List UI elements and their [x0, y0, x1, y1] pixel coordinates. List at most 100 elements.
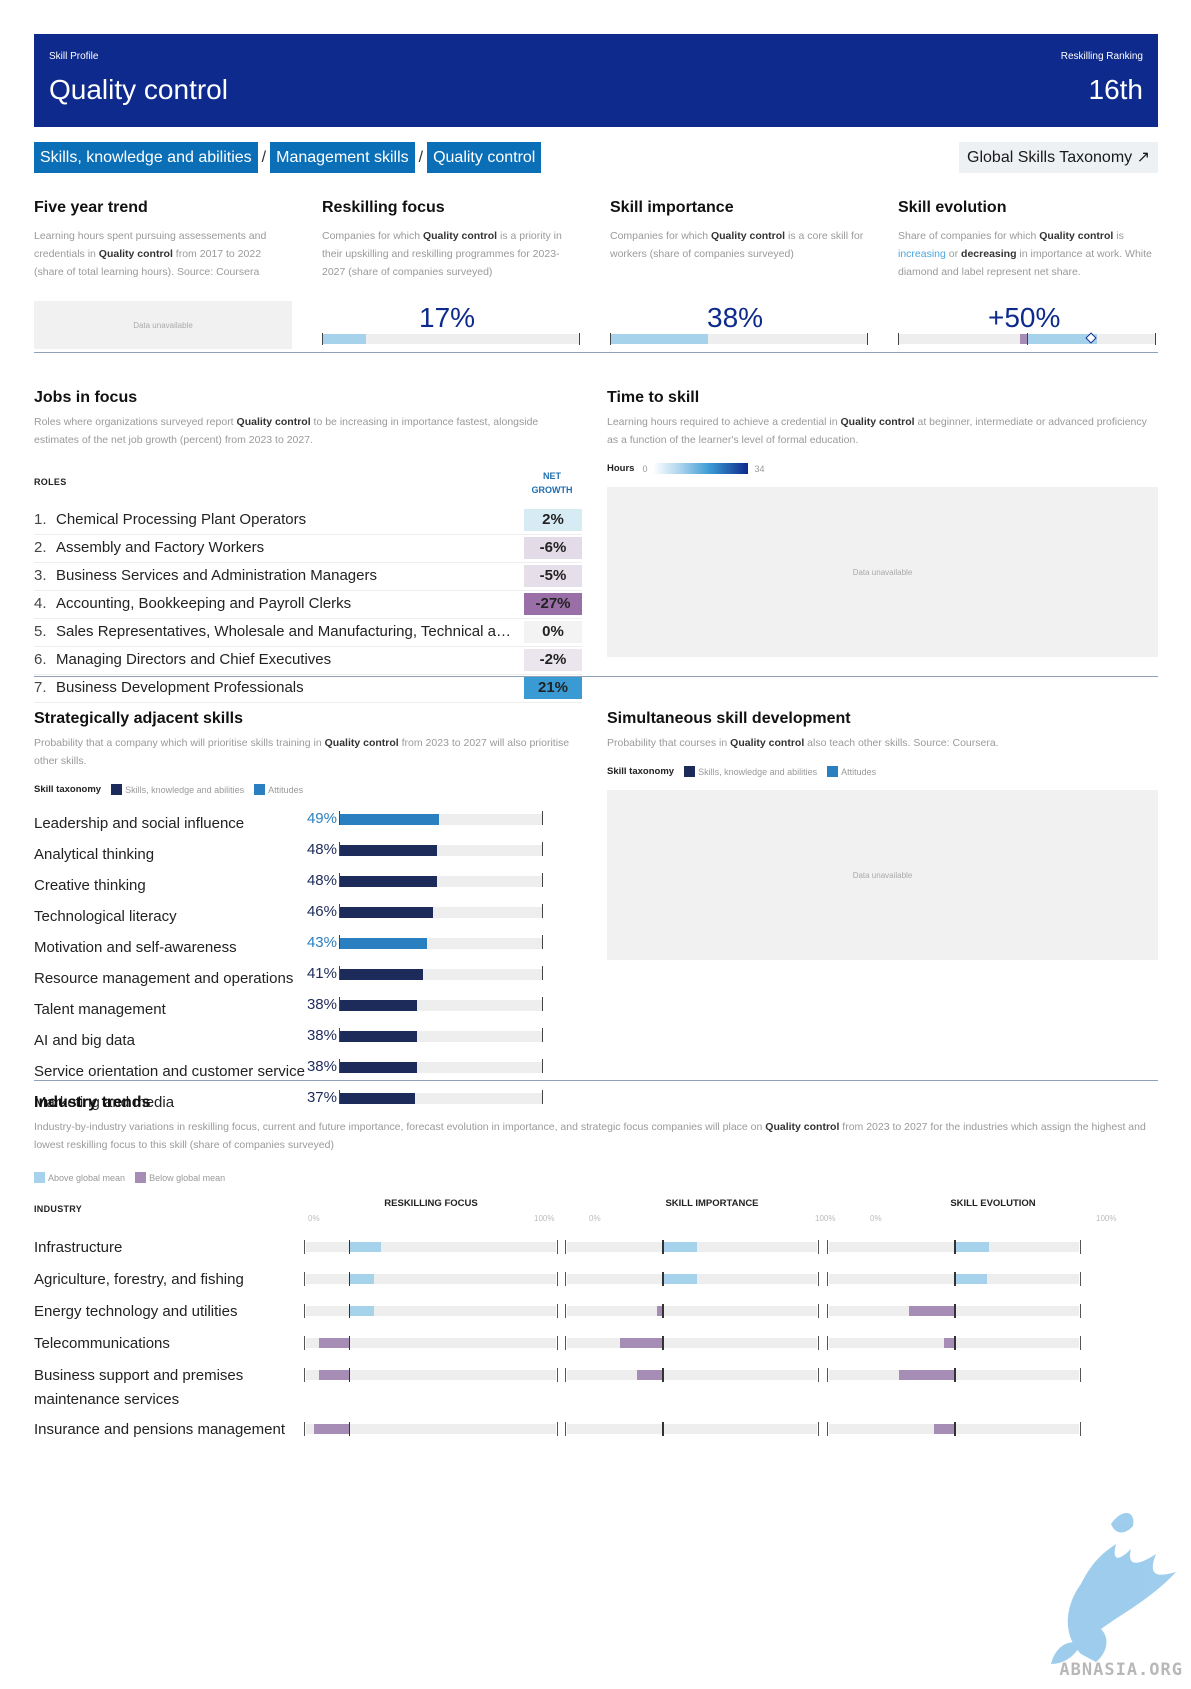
- table-row: 4. Accounting, Bookkeeping and Payroll Cl…: [34, 591, 582, 619]
- role-name: Accounting, Bookkeeping and Payroll Cler…: [56, 595, 352, 612]
- global-mean-marker: [662, 1422, 664, 1436]
- below-mean-segment: [657, 1306, 662, 1316]
- bar-end-tick: [557, 1304, 558, 1318]
- industry-label: Telecommunications: [34, 1335, 170, 1352]
- industry-metric-bar: [827, 1336, 1081, 1350]
- bar-start-tick: [339, 935, 340, 949]
- list-item: Marketing and media 37%: [34, 1087, 582, 1118]
- section-title: Skill importance: [610, 199, 734, 216]
- scale-max: 100%: [815, 1214, 836, 1223]
- breadcrumb-separator: /: [418, 148, 424, 166]
- skill-taxonomy-legend: Skill taxonomy Skills, knowledge and abi…: [34, 784, 304, 795]
- role-name: Assembly and Factory Workers: [56, 539, 265, 556]
- section-title: Time to skill: [607, 389, 700, 406]
- table-row: 7. Business Development Professionals 21%: [34, 675, 582, 703]
- breadcrumb-separator: /: [261, 148, 267, 166]
- jobs-in-focus-section: Jobs in focus Roles where organizations …: [34, 389, 582, 703]
- bar-start-tick: [339, 873, 340, 887]
- industry-metric-bar: [565, 1240, 819, 1254]
- list-item: Analytical thinking 48%: [34, 839, 582, 870]
- griffin-logo-icon: [1051, 1512, 1176, 1664]
- section-title: Simultaneous skill development: [607, 710, 851, 727]
- below-mean-segment: [313, 1424, 349, 1434]
- bar-start-tick: [304, 1240, 305, 1254]
- table-row: 5. Sales Representatives, Wholesale and M…: [34, 619, 582, 647]
- below-mean-segment: [909, 1306, 954, 1316]
- bar-end-tick: [579, 333, 580, 345]
- legend-swatch-ska: [111, 784, 123, 795]
- skill-bar: [340, 814, 440, 825]
- skill-bar: [340, 1000, 418, 1011]
- breadcrumb-item-quality-control[interactable]: Quality control: [427, 142, 542, 173]
- industry-metric-bar: [304, 1422, 558, 1436]
- skill-importance-bar: [610, 333, 868, 345]
- skill-bar-track: [340, 845, 543, 856]
- skill-label: Resource management and operations: [34, 970, 294, 987]
- bar-start-tick: [827, 1304, 828, 1318]
- global-mean-marker: [954, 1422, 956, 1436]
- bar-start-tick: [304, 1368, 305, 1382]
- watermark-text: ABNASIA.ORG: [1059, 1660, 1183, 1680]
- below-mean-segment: [934, 1424, 954, 1434]
- below-mean-segment: [899, 1370, 954, 1380]
- industry-metric-bar: [304, 1304, 558, 1318]
- breadcrumb-item-ska[interactable]: Skills, knowledge and abilities: [34, 142, 258, 173]
- global-mean-marker: [662, 1368, 664, 1382]
- bar-end-tick: [557, 1368, 558, 1382]
- page-title: Quality control: [49, 74, 228, 105]
- industry-metric-bar: [565, 1272, 819, 1286]
- bar-end-tick: [542, 935, 543, 949]
- bar-end-tick: [542, 904, 543, 918]
- global-mean-marker: [348, 1304, 350, 1318]
- net-growth-value: 2%: [524, 509, 582, 531]
- profile-header: Skill Profile Quality control Reskilling…: [34, 34, 1158, 127]
- bar-start-tick: [339, 1028, 340, 1042]
- bar-end-tick: [542, 997, 543, 1011]
- skill-evolution-bar: [898, 332, 1156, 345]
- five-year-trend-section: Five year trend Learning hours spent pur…: [34, 199, 292, 281]
- global-mean-marker: [348, 1422, 350, 1436]
- bar-end-tick: [818, 1368, 819, 1382]
- skill-bar-track: [340, 876, 543, 887]
- list-item: Creative thinking 48%: [34, 870, 582, 901]
- net-growth-value: -5%: [524, 565, 582, 587]
- legend-swatch-attitudes: [254, 784, 266, 795]
- five-year-trend-placeholder: Data unavailable: [34, 301, 292, 349]
- skill-percentage: 41%: [306, 965, 337, 982]
- section-title: Jobs in focus: [34, 389, 138, 406]
- industry-metric-bar: [304, 1368, 558, 1382]
- global-mean-marker: [662, 1272, 664, 1286]
- skill-percentage: 46%: [306, 903, 337, 920]
- above-mean-segment: [348, 1242, 381, 1252]
- industry-metric-bar: [304, 1272, 558, 1286]
- column-header-importance: SKILL IMPORTANCE: [665, 1198, 759, 1209]
- skill-profile-page: Skill Profile Quality control Reskilling…: [34, 34, 1158, 1438]
- increasing-segment: [1027, 334, 1097, 344]
- bar-end-tick: [542, 1028, 543, 1042]
- global-mean-marker: [662, 1336, 664, 1350]
- global-mean-marker: [662, 1240, 664, 1254]
- global-mean-marker: [954, 1336, 956, 1350]
- skill-bar-track: [340, 1000, 543, 1011]
- section-description: Industry-by-industry variations in reski…: [34, 1121, 1146, 1151]
- below-mean-segment: [318, 1338, 349, 1348]
- bar-end-tick: [818, 1240, 819, 1254]
- bar-end-tick: [1080, 1272, 1081, 1286]
- bar-end-tick: [557, 1272, 558, 1286]
- hours-scale-legend: Hours 0 34: [607, 463, 765, 474]
- bar-start-tick: [827, 1240, 828, 1254]
- global-mean-marker: [954, 1272, 956, 1286]
- industry-trends-section: Industry trends Industry-by-industry var…: [34, 1094, 1158, 1438]
- bar-start-tick: [565, 1336, 566, 1350]
- table-row: 3. Business Services and Administration M…: [34, 563, 582, 591]
- industry-metric-bar: [565, 1368, 819, 1382]
- bar-start-tick: [898, 333, 899, 345]
- net-growth-value: -6%: [524, 537, 582, 559]
- bar-start-tick: [827, 1336, 828, 1350]
- net-growth-value: 0%: [524, 621, 582, 643]
- net-growth-column-header: NET GROWTH: [531, 471, 573, 495]
- industry-metric-bar: [304, 1240, 558, 1254]
- global-taxonomy-link[interactable]: Global Skills Taxonomy ↗: [959, 142, 1158, 173]
- breadcrumb-item-management[interactable]: Management skills: [270, 142, 415, 173]
- bar-end-tick: [1080, 1336, 1081, 1350]
